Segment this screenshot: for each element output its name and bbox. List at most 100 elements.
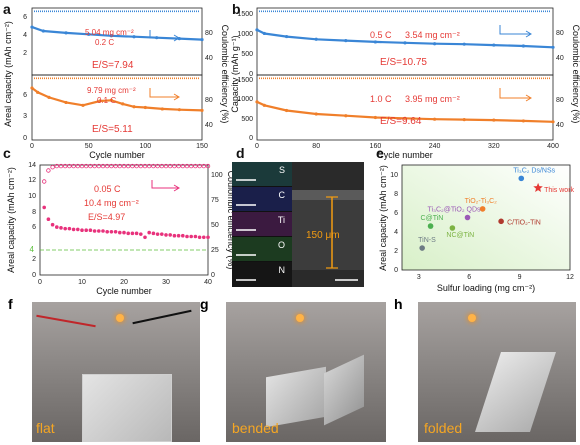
- a-rtick: 80: [205, 30, 213, 37]
- ce-point: [104, 163, 110, 169]
- sem-top-layer: [292, 190, 364, 200]
- capacity-point: [433, 117, 437, 121]
- literature-point: [427, 223, 434, 229]
- panel-d-letter: d: [236, 145, 245, 161]
- panel-d: S C Ti O N 150 μm: [232, 162, 364, 287]
- capacity-point: [403, 41, 407, 45]
- areal-capacity-point: [181, 233, 185, 238]
- photo-panel-g: [226, 302, 386, 442]
- black-wire: [132, 309, 192, 325]
- a-bottom-rate: 0.1 C: [97, 96, 116, 105]
- b-bottom-loading: 3.95 mg cm⁻²: [405, 94, 460, 104]
- a-xtick: 100: [139, 143, 151, 150]
- panel-b: 0 500 1000 1500 0 500 1000 1500 40 80 40…: [230, 7, 580, 160]
- panel-a-bottom-frame: [31, 74, 203, 141]
- capacity-point: [551, 45, 555, 49]
- areal-capacity-point: [50, 222, 55, 227]
- c-rtick: 0: [211, 272, 215, 279]
- b-xtick: 400: [547, 143, 559, 150]
- a-ytick: 3: [23, 113, 27, 120]
- b-ytick: 0: [249, 71, 253, 78]
- ce-point: [62, 163, 68, 169]
- point-label: NC@TiN: [446, 232, 474, 239]
- panel-b-top-plot: [255, 10, 555, 49]
- ce-point: [176, 163, 181, 169]
- b-xlabel: Cycle number: [377, 150, 433, 160]
- a-ytick: 0: [23, 135, 27, 142]
- ce-point: [205, 163, 211, 169]
- areal-capacity-point: [46, 217, 51, 222]
- b-rtick: 80: [556, 97, 564, 104]
- photo-panel-h: [418, 302, 576, 442]
- b-bottom-arrowhead: [525, 94, 532, 102]
- point-label: C@TiN: [421, 215, 444, 222]
- areal-capacity-point: [63, 226, 67, 231]
- areal-capacity-point: [172, 233, 177, 238]
- b-xtick: 320: [488, 143, 500, 150]
- capacity-point: [521, 119, 526, 123]
- b-ytick: 1000: [237, 96, 253, 103]
- c-xtick: 10: [78, 279, 86, 286]
- areal-capacity-point: [189, 234, 193, 239]
- capacity-point: [98, 99, 102, 103]
- e-xlabel: Sulfur loading (mg cm⁻²): [437, 283, 535, 293]
- areal-capacity-point: [185, 234, 189, 239]
- point-label: This work: [544, 187, 574, 194]
- ce-point: [159, 163, 164, 169]
- ce-point: [88, 163, 93, 169]
- areal-capacity-point: [97, 229, 101, 233]
- ce-point: [121, 163, 127, 169]
- ce-point: [79, 163, 85, 169]
- b-ytick: 1000: [237, 31, 253, 38]
- capacity-point: [109, 34, 113, 38]
- panel-b-letter: b: [232, 1, 241, 17]
- c-xtick: 20: [120, 279, 128, 286]
- b-top-arrowhead: [525, 30, 532, 38]
- capacity-point: [47, 95, 51, 99]
- b-top-arrow: [499, 25, 530, 35]
- a-xtick: 50: [85, 143, 93, 150]
- b-top-loading: 3.54 mg cm⁻²: [405, 30, 460, 40]
- e-xtick: 12: [566, 274, 574, 281]
- ce-point: [75, 163, 80, 169]
- b-bottom-arrow: [499, 88, 530, 99]
- areal-capacity-point: [176, 233, 181, 238]
- capacity-point: [262, 31, 266, 36]
- c-ytick: 2: [32, 256, 36, 263]
- areal-capacity-point: [206, 235, 210, 240]
- e-xtick: 6: [467, 274, 471, 281]
- areal-capacity-point: [71, 227, 76, 232]
- ce-point: [125, 163, 131, 169]
- e-ytick: 4: [394, 229, 398, 236]
- c-xtick: 40: [204, 279, 212, 286]
- ce-point: [197, 163, 202, 169]
- capacity-point: [551, 120, 555, 124]
- c-ylabel-left: Areal capacity (mAh cm⁻²): [6, 167, 16, 273]
- b-rtick: 40: [556, 122, 564, 129]
- capacity-point: [255, 28, 259, 32]
- b-ylabel-left: Capacity (mAh g⁻¹): [230, 35, 240, 112]
- panel-c-frame: [39, 164, 209, 276]
- areal-capacity-point: [139, 232, 143, 236]
- panel-g-letter: g: [200, 296, 209, 312]
- c-reference-label: 4: [30, 245, 35, 254]
- caption-folded: folded: [424, 420, 463, 436]
- ce-point: [109, 163, 114, 169]
- c-rtick: 25: [211, 247, 219, 254]
- areal-capacity-point: [193, 234, 198, 239]
- areal-capacity-point: [76, 227, 80, 232]
- b-xtick: 80: [312, 143, 320, 150]
- areal-capacity-point: [122, 230, 126, 235]
- b-ylabel-right: Coulombic efficiency (%): [571, 25, 580, 124]
- e-xtick: 9: [518, 274, 522, 281]
- capacity-point: [64, 31, 68, 35]
- a-top-es: E/S=7.94: [92, 60, 134, 71]
- literature-point: [479, 206, 486, 212]
- capacity-point: [200, 37, 204, 42]
- panel-h-letter: h: [394, 296, 403, 312]
- capacity-point: [41, 29, 45, 33]
- eds-label-ti: Ti: [278, 215, 285, 225]
- ce-point: [54, 163, 59, 169]
- a-bottom-es: E/S=5.11: [92, 124, 133, 135]
- capacity-point: [492, 118, 496, 122]
